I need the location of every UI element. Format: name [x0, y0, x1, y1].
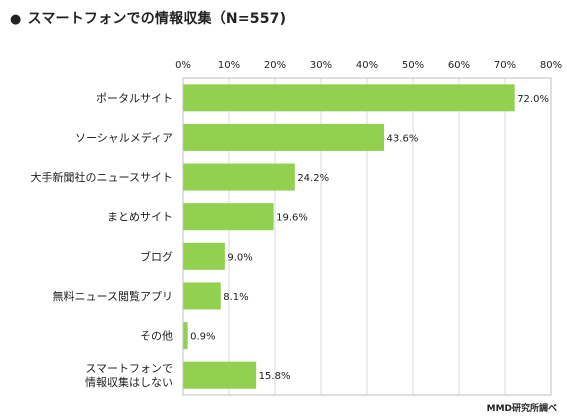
tick-label: 20% [264, 60, 286, 71]
value-label: 8.1% [223, 292, 248, 303]
category-label: 大手新聞社のニュースサイト [31, 170, 173, 184]
tick-label: 80% [540, 60, 562, 71]
value-label: 15.8% [259, 371, 291, 382]
tick-label: 40% [356, 60, 378, 71]
category-label: ブログ [140, 249, 173, 263]
tick-label: 10% [218, 60, 240, 71]
bar [183, 203, 274, 231]
value-label: 43.6% [387, 133, 419, 144]
tick-label: 30% [310, 60, 332, 71]
value-label: 72.0% [517, 94, 549, 105]
tick-label: 50% [402, 60, 424, 71]
bar [183, 361, 257, 389]
category-label: まとめサイト [107, 211, 173, 224]
tick-label: 0% [175, 60, 191, 71]
bar [183, 242, 225, 270]
value-label: 19.6% [276, 213, 308, 224]
chart-title: ● スマートフォンでの情報収集（N=557) [10, 8, 286, 28]
category-label: 情報収集はしない [85, 375, 173, 389]
title-bullet: ● [10, 12, 22, 27]
bar [183, 282, 221, 310]
category-label: ソーシャルメディア [75, 130, 173, 144]
bar [183, 84, 515, 112]
tick-label: 70% [494, 60, 516, 71]
value-label: 24.2% [297, 173, 329, 184]
bar [183, 123, 385, 151]
category-label: スマートフォンで [85, 362, 173, 375]
title-text: スマートフォンでの情報収集（N=557) [27, 11, 287, 27]
category-label: その他 [140, 330, 173, 343]
category-label: ポータルサイト [96, 92, 173, 105]
bar [183, 322, 188, 350]
category-label: 無料ニュース閲覧アプリ [53, 289, 173, 303]
value-label: 0.9% [190, 332, 215, 343]
bar [183, 163, 295, 191]
plot-area [182, 77, 552, 396]
source-credit: MMD研究所調べ [486, 404, 557, 414]
value-label: 9.0% [227, 252, 252, 263]
tick-label: 60% [448, 60, 470, 71]
